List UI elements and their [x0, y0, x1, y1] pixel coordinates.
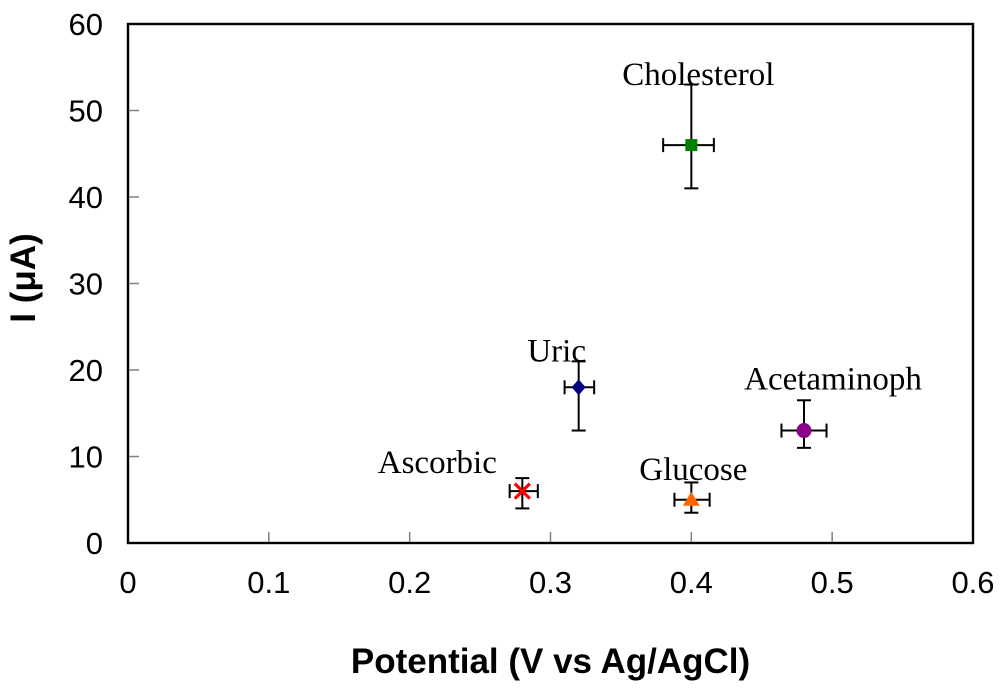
- y-tick-label: 20: [69, 353, 103, 388]
- plot-border: [126, 22, 975, 545]
- y-tick-label: 30: [69, 267, 103, 302]
- y-tick-label: 60: [69, 7, 103, 42]
- x-axis-title: Potential (V vs Ag/AgCl): [350, 642, 751, 681]
- y-tick-label: 50: [69, 94, 103, 129]
- x-tick-label: 0.4: [670, 565, 713, 600]
- x-marker: [513, 482, 531, 500]
- point-label: Cholesterol: [622, 57, 774, 93]
- point-label: Uric: [527, 333, 586, 369]
- x-tick-label: 0.5: [811, 565, 854, 600]
- x-tick-label: 0.6: [951, 565, 994, 600]
- triangle-marker: [682, 491, 700, 506]
- point-label: Ascorbic: [378, 445, 497, 481]
- y-tick-label: 10: [69, 440, 103, 475]
- x-tick-label: 0.2: [388, 565, 431, 600]
- y-tick-label: 40: [69, 180, 103, 215]
- y-tick-label: 0: [86, 526, 103, 561]
- circle-marker: [796, 423, 812, 439]
- point-label: Acetaminoph: [744, 362, 922, 398]
- square-marker: [685, 139, 698, 152]
- y-axis-title: I (μA): [4, 233, 43, 323]
- diamond-marker: [571, 379, 586, 396]
- point-label: Glucose: [639, 452, 747, 488]
- x-tick-label: 0.3: [529, 565, 572, 600]
- x-tick-label: 0: [119, 565, 136, 600]
- x-tick-label: 0.1: [247, 565, 290, 600]
